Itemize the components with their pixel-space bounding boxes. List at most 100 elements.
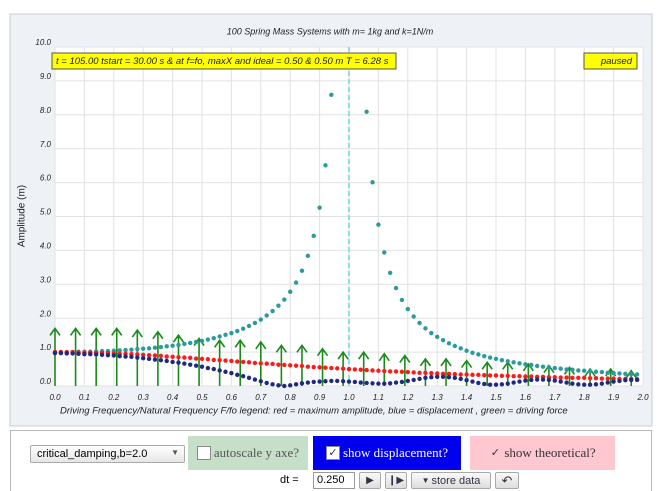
- point: [276, 383, 281, 388]
- point: [335, 366, 340, 371]
- point: [435, 334, 440, 340]
- point: [570, 375, 575, 381]
- point: [182, 355, 187, 360]
- checkbox[interactable]: ✓: [490, 446, 500, 459]
- point: [188, 355, 193, 361]
- point: [458, 372, 463, 377]
- point: [329, 92, 334, 97]
- point: [370, 381, 375, 386]
- point: [599, 381, 605, 386]
- point: [511, 380, 516, 385]
- play-button[interactable]: ▶: [359, 472, 381, 489]
- point: [423, 326, 428, 331]
- point: [358, 380, 363, 385]
- point: [552, 378, 557, 383]
- point: [270, 382, 275, 387]
- x-tick-label: 0.0: [49, 393, 61, 402]
- point: [417, 376, 422, 382]
- point: [382, 250, 387, 255]
- point: [440, 374, 446, 380]
- point: [411, 370, 416, 375]
- point: [487, 355, 493, 360]
- point: [429, 330, 434, 336]
- point: [458, 376, 463, 382]
- point: [605, 370, 610, 375]
- point: [370, 180, 375, 185]
- point: [340, 366, 346, 371]
- point: [164, 344, 169, 349]
- point: [464, 348, 469, 353]
- point: [317, 365, 322, 370]
- point: [235, 328, 240, 334]
- point: [570, 367, 575, 372]
- point: [376, 368, 381, 373]
- theoretical-toggle[interactable]: ✓ show theoretical?: [470, 436, 615, 470]
- point: [482, 381, 487, 387]
- button-icon: ▼: [421, 476, 430, 485]
- point: [470, 379, 475, 384]
- reset-button[interactable]: ↶: [495, 472, 519, 489]
- point: [117, 353, 122, 359]
- y-tick-label: 0.0: [40, 377, 52, 386]
- point: [435, 371, 440, 376]
- point: [417, 320, 422, 326]
- point: [164, 358, 169, 364]
- point: [299, 381, 305, 386]
- dt-input[interactable]: 0.250: [313, 472, 355, 489]
- autoscale-toggle[interactable]: autoscale y axe?: [188, 436, 308, 470]
- point: [158, 358, 164, 363]
- point: [141, 352, 146, 358]
- point: [546, 377, 552, 383]
- x-tick-label: 1.8: [579, 393, 591, 402]
- point: [605, 380, 610, 385]
- point: [376, 222, 381, 227]
- point: [482, 353, 487, 359]
- point: [564, 380, 569, 385]
- point: [299, 363, 305, 369]
- point: [240, 373, 246, 379]
- store-data-button[interactable]: ▼ store data: [411, 472, 491, 489]
- point: [182, 341, 187, 347]
- y-tick-label: 2.0: [39, 309, 52, 318]
- select-arrow: ▼: [171, 448, 179, 457]
- x-tick-label: 0.4: [167, 393, 179, 402]
- point: [570, 381, 575, 386]
- point: [123, 347, 128, 353]
- checkbox[interactable]: [196, 446, 211, 460]
- point: [176, 342, 181, 348]
- select-text: critical_damping,b=2.0: [37, 448, 148, 460]
- x-tick-label: 1.2: [402, 393, 414, 402]
- point: [499, 373, 505, 379]
- point: [252, 377, 258, 382]
- x-tick-label: 0.3: [138, 393, 150, 402]
- checkbox[interactable]: ✓: [325, 446, 340, 460]
- point: [523, 362, 528, 367]
- point: [411, 377, 416, 383]
- point: [482, 372, 487, 378]
- displacement-toggle[interactable]: ✓ show displacement?: [313, 436, 461, 470]
- point: [399, 379, 405, 385]
- point: [346, 379, 352, 384]
- damping-select[interactable]: critical_damping,b=2.0 ▼: [30, 445, 185, 463]
- point: [146, 352, 152, 358]
- control-panel: [10, 430, 652, 491]
- point: [470, 372, 475, 378]
- point: [629, 371, 634, 377]
- point: [152, 345, 158, 350]
- point: [558, 375, 563, 380]
- point: [105, 352, 111, 358]
- point: [587, 382, 593, 387]
- step-button[interactable]: ❙▶: [385, 472, 407, 489]
- point: [505, 381, 510, 386]
- point: [511, 360, 516, 365]
- point: [229, 358, 234, 364]
- point: [223, 369, 228, 374]
- point: [264, 313, 269, 318]
- point: [587, 376, 593, 381]
- point: [576, 382, 581, 387]
- point: [170, 359, 175, 365]
- point: [576, 375, 581, 381]
- point: [529, 377, 534, 383]
- x-tick-label: 0.6: [226, 393, 238, 402]
